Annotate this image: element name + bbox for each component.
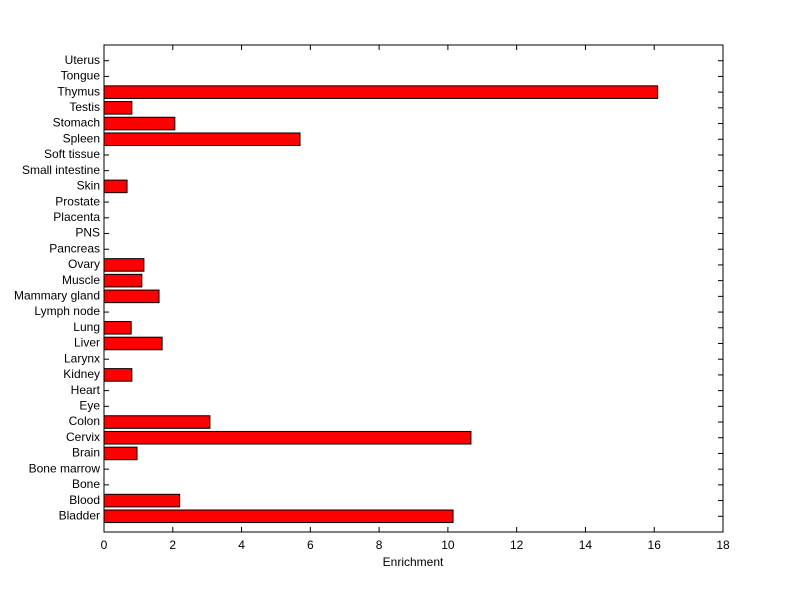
y-tick-label: Kidney [63, 367, 100, 381]
y-tick-label: Tongue [61, 69, 101, 83]
x-tick-label: 2 [169, 538, 176, 552]
x-tick-label: 10 [441, 538, 455, 552]
y-tick-label: Bone [72, 477, 100, 491]
bar [103, 289, 160, 304]
bar [103, 368, 133, 382]
y-tick-label: Blood [69, 493, 100, 507]
y-tick-label: Pancreas [49, 241, 100, 255]
y-tick-label: Skin [77, 179, 100, 193]
plot-frame [103, 44, 724, 533]
y-tick-label: Soft tissue [44, 147, 100, 161]
bar [103, 132, 301, 147]
bar [103, 101, 133, 115]
y-tick-label: Cervix [66, 430, 100, 444]
bar [103, 320, 132, 335]
x-tick-label: 12 [510, 538, 524, 552]
bar [103, 493, 181, 508]
x-tick-label: 16 [648, 538, 662, 552]
y-tick-label: Testis [69, 100, 100, 114]
x-tick-label: 0 [101, 538, 108, 552]
y-tick-label: Bone marrow [29, 461, 101, 475]
bar [103, 446, 138, 461]
y-tick-label: Muscle [62, 273, 100, 287]
y-tick-label: PNS [75, 226, 100, 240]
y-tick-label: Brain [72, 446, 100, 460]
x-tick-label: 6 [307, 538, 314, 552]
bar [103, 179, 128, 194]
bar [103, 85, 659, 99]
bar [103, 509, 454, 524]
y-tick-label: Lymph node [34, 304, 100, 318]
y-tick-label: Lung [73, 320, 100, 334]
y-tick-label: Liver [74, 336, 100, 350]
y-tick-label: Bladder [59, 508, 100, 522]
x-axis-label: Enrichment [383, 555, 444, 569]
bar [103, 273, 143, 288]
bar [103, 258, 145, 272]
bar [103, 336, 163, 351]
y-tick-label: Spleen [63, 131, 100, 145]
y-tick-label: Eye [79, 398, 100, 412]
y-tick-label: Uterus [65, 53, 100, 67]
y-tick-label: Stomach [53, 116, 100, 130]
x-tick-label: 14 [579, 538, 593, 552]
y-tick-label: Placenta [53, 210, 100, 224]
y-tick-label: Thymus [57, 84, 100, 98]
x-tick-label: 8 [376, 538, 383, 552]
bar [103, 116, 176, 131]
y-tick-label: Small intestine [22, 163, 100, 177]
x-tick-label: 4 [238, 538, 245, 552]
y-tick-label: Larynx [64, 351, 100, 365]
bar [103, 415, 211, 429]
bar [103, 430, 472, 445]
y-tick-label: Prostate [55, 194, 100, 208]
y-tick-label: Heart [71, 383, 101, 397]
y-tick-label: Mammary gland [14, 289, 100, 303]
y-tick-label: Ovary [68, 257, 100, 271]
y-tick-label: Colon [69, 414, 100, 428]
x-tick-label: 18 [716, 538, 730, 552]
